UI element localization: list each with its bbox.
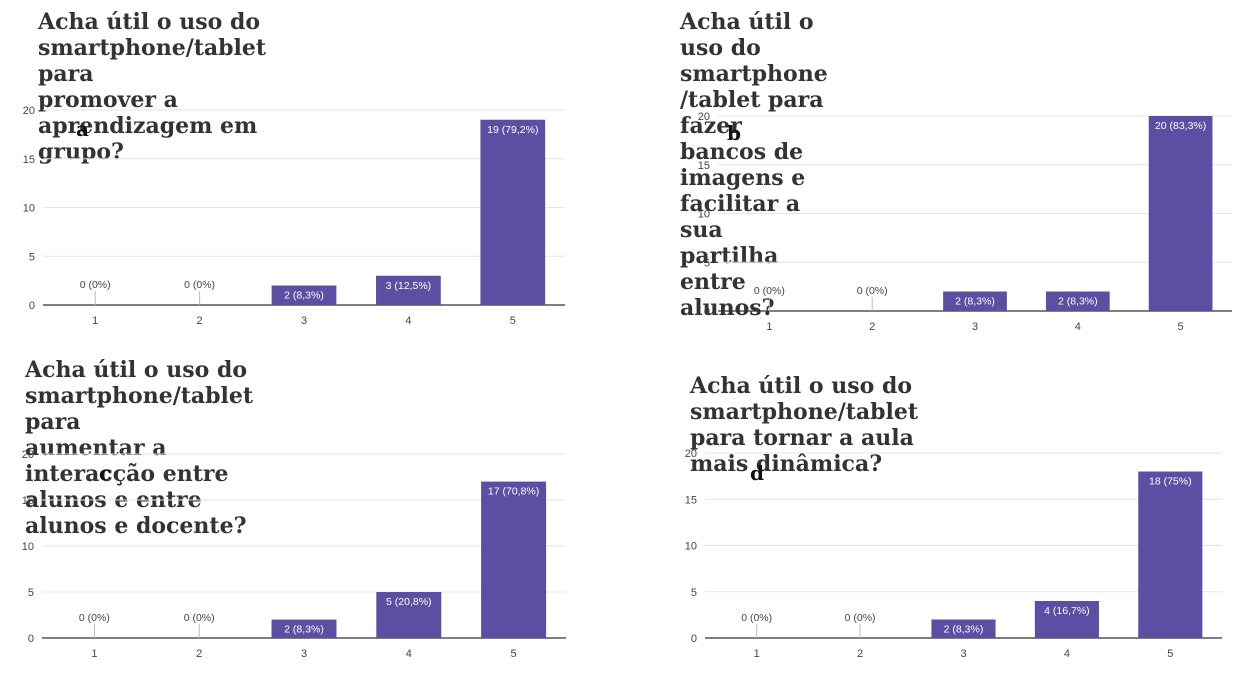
data-label: 0 (0%) (184, 612, 215, 624)
data-label: 19 (79,2%) (487, 124, 538, 136)
panel-letter: b (727, 121, 741, 145)
y-tick-label: 5 (691, 587, 697, 599)
x-tick-label: 5 (510, 315, 516, 327)
bar-4 (376, 275, 441, 305)
y-tick-label: 20 (698, 111, 710, 123)
y-tick-label: 5 (704, 257, 710, 269)
bar-5 (1148, 116, 1213, 311)
y-tick-label: 5 (28, 587, 34, 599)
y-tick-label: 0 (28, 633, 34, 645)
x-tick-label: 2 (196, 648, 202, 660)
x-tick-label: 1 (91, 648, 97, 660)
data-label: 0 (0%) (184, 279, 215, 291)
data-label: 0 (0%) (845, 612, 876, 624)
x-tick-label: 1 (754, 648, 760, 660)
y-tick-label: 15 (23, 154, 35, 166)
bar-5 (480, 119, 546, 305)
y-tick-label: 10 (23, 203, 35, 215)
data-label: 0 (0%) (79, 612, 110, 624)
chart-d: 0 5 10 15 20 0 (0%) 1 0 (0%) 2 2 (8,3%) 3 4 (16,7%)… (685, 448, 1222, 660)
bar-4 (1034, 601, 1099, 638)
data-label: 2 (8,3%) (944, 624, 984, 636)
x-tick-label: 5 (511, 648, 517, 660)
y-tick-label: 20 (22, 449, 34, 461)
y-tick-label: 0 (691, 633, 697, 645)
x-tick-label: 4 (405, 315, 411, 327)
chart-title-a: Acha útil o uso do smartphone/tablet par… (38, 9, 267, 165)
y-tick-label: 10 (685, 541, 697, 553)
panel-letter: a (76, 117, 89, 141)
y-tick-label: 15 (22, 495, 34, 507)
bar-4 (1045, 291, 1110, 311)
x-tick-label: 5 (1178, 321, 1184, 333)
bar-3 (943, 291, 1007, 311)
data-label: 5 (20,8%) (386, 596, 432, 608)
x-tick-label: 4 (1064, 648, 1070, 660)
bar-5 (1138, 471, 1203, 638)
chart-c: 0 5 10 15 20 0 (0%) 1 0 (0%) 2 2 (8,3%) 3 5 (20,8%)… (22, 449, 566, 660)
data-label: 0 (0%) (857, 285, 888, 297)
data-label: 2 (8,3%) (284, 290, 324, 302)
data-label: 2 (8,3%) (955, 296, 995, 308)
x-tick-label: 3 (960, 648, 966, 660)
y-tick-label: 10 (698, 209, 710, 221)
panel-letter: d (750, 461, 764, 485)
y-tick-label: 20 (23, 105, 35, 117)
data-label: 0 (0%) (80, 279, 111, 291)
data-label: 17 (70,8%) (488, 486, 539, 498)
x-tick-label: 5 (1167, 648, 1173, 660)
data-label: 20 (83,3%) (1155, 120, 1206, 132)
y-tick-label: 15 (698, 160, 710, 172)
y-tick-label: 15 (685, 494, 697, 506)
bar-5 (481, 481, 547, 638)
bar-3 (271, 285, 337, 305)
x-tick-label: 3 (301, 315, 307, 327)
x-tick-label: 2 (869, 321, 875, 333)
x-tick-label: 2 (857, 648, 863, 660)
y-tick-label: 10 (22, 541, 34, 553)
chart-b: 0 5 10 15 20 0 (0%) 1 0 (0%) 2 2 (8,3%) 3 2 (8,3%) 4… (698, 111, 1232, 333)
y-tick-label: 5 (29, 251, 35, 263)
x-tick-label: 2 (197, 315, 203, 327)
data-label: 4 (16,7%) (1044, 605, 1090, 617)
data-label: 2 (8,3%) (284, 624, 324, 636)
chart-title-b: Acha útil o uso do smartphone /tablet pa… (680, 9, 828, 321)
y-tick-label: 20 (685, 448, 697, 460)
x-tick-label: 4 (1075, 321, 1081, 333)
y-tick-label: 0 (704, 306, 710, 318)
bar-3 (931, 619, 996, 638)
y-tick-label: 0 (29, 300, 35, 312)
data-label: 0 (0%) (741, 612, 772, 624)
bar-4 (376, 592, 442, 638)
data-label: 18 (75%) (1149, 476, 1192, 488)
panel-letter: c (99, 461, 111, 485)
x-tick-label: 1 (766, 321, 772, 333)
data-label: 2 (8,3%) (1058, 296, 1098, 308)
x-tick-label: 4 (406, 648, 412, 660)
x-tick-label: 3 (301, 648, 307, 660)
chart-title-d: Acha útil o uso do smartphone/tablet par… (690, 373, 919, 477)
chart-a: 0 5 10 15 20 0 (0%) 1 0 (0%) 2 2 (8,3%) 3 3 (12,5%)… (23, 105, 565, 327)
x-tick-label: 1 (92, 315, 98, 327)
x-tick-label: 3 (972, 321, 978, 333)
bar-3 (271, 619, 337, 638)
data-label: 3 (12,5%) (386, 280, 432, 292)
data-label: 0 (0%) (754, 285, 785, 297)
